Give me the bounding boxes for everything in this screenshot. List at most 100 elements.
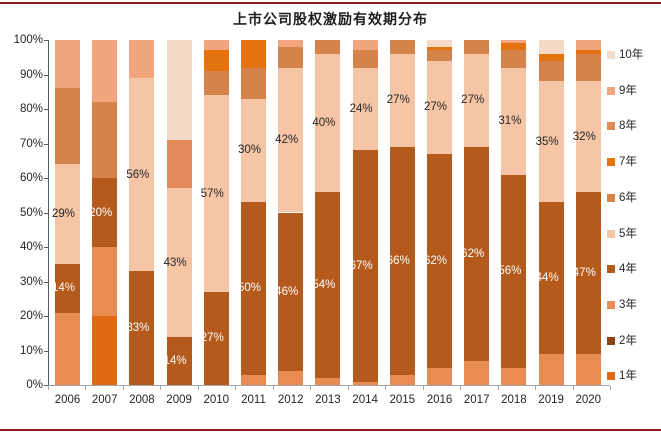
- y-axis-tick: [44, 109, 48, 110]
- segment-2010-5年: [203, 95, 229, 292]
- bar-label-2007-4年: 20%: [89, 206, 113, 219]
- legend-swatch-8年: [607, 122, 615, 131]
- x-axis-category-label: 2017: [463, 394, 490, 406]
- segment-2016-5年: [427, 60, 452, 154]
- y-axis-tick: [44, 247, 48, 248]
- segment-2018-9年: [501, 40, 527, 44]
- x-axis-category-label: 2007: [91, 394, 118, 406]
- segment-2018-4年: [501, 174, 527, 368]
- bar-label-2015-5年: 27%: [386, 94, 410, 107]
- bar-label-2017-5年: 27%: [461, 94, 485, 107]
- segment-2015-3年: [389, 374, 415, 385]
- segment-2009-4年: [166, 336, 192, 385]
- legend-label-8年: 8年: [619, 120, 637, 133]
- y-axis-tick: [44, 74, 48, 76]
- segment-2010-9年: [203, 40, 229, 51]
- y-axis-tick: [44, 40, 48, 41]
- bar-label-2012-4年: 46%: [275, 285, 299, 298]
- x-axis-category-label: 2009: [166, 394, 192, 406]
- segment-2018-5年: [501, 67, 527, 175]
- x-axis-tick: [460, 386, 462, 390]
- legend-label-10年: 10年: [619, 49, 644, 61]
- y-axis-tick-label: 40%: [19, 241, 43, 253]
- segment-2017-5年: [464, 53, 490, 147]
- y-axis-tick-label: 20%: [19, 310, 43, 322]
- segment-2016-6年: [427, 50, 452, 61]
- segment-2020-3年: [575, 353, 601, 385]
- y-axis-line: [48, 40, 49, 386]
- bar-label-2019-5年: 35%: [535, 135, 559, 148]
- segment-2017-6年: [464, 40, 490, 54]
- x-axis-tick: [347, 386, 349, 390]
- segment-2017-3年: [464, 360, 490, 385]
- legend-swatch-1年: [607, 372, 615, 381]
- legend-swatch-6年: [607, 193, 615, 202]
- y-axis-tick-label: 60%: [19, 172, 43, 184]
- segment-2014-3年: [352, 381, 378, 385]
- segment-2009-10年: [166, 40, 192, 141]
- segment-2012-4年: [278, 212, 304, 372]
- bar-label-2008-4年: 33%: [126, 322, 150, 335]
- bar-label-2016-4年: 62%: [423, 254, 448, 267]
- y-axis-tick-label: 80%: [19, 103, 43, 115]
- x-axis-tick: [235, 386, 237, 390]
- x-axis-category-label: 2020: [575, 394, 602, 406]
- y-axis-tick: [44, 143, 48, 145]
- segment-2020-9年: [575, 40, 601, 51]
- segment-2011-4年: [241, 202, 266, 375]
- segment-2007-6年: [92, 102, 118, 178]
- legend-swatch-4年: [607, 265, 615, 274]
- y-axis-tick-label: 50%: [19, 206, 43, 219]
- segment-2019-3年: [538, 353, 564, 385]
- bar-label-2014-5年: 24%: [349, 103, 373, 115]
- x-axis-category-label: 2018: [501, 394, 527, 406]
- bar-label-2011-4年: 50%: [237, 282, 262, 295]
- x-axis-tick: [48, 386, 49, 390]
- top-rule: [0, 2, 661, 4]
- segment-2009-5年: [166, 188, 192, 337]
- bar-label-2016-5年: 27%: [423, 101, 448, 114]
- segment-2019-7年: [538, 53, 564, 61]
- bar-label-2009-5年: 43%: [163, 256, 187, 269]
- segment-2015-4年: [389, 146, 415, 375]
- segment-2018-6年: [501, 50, 527, 68]
- legend-swatch-2年: [607, 336, 615, 345]
- segment-2006-5年: [55, 164, 80, 265]
- segment-2007-1年: [92, 316, 118, 385]
- legend-label-2年: 2年: [619, 334, 637, 347]
- segment-2013-6年: [315, 40, 341, 54]
- bar-label-2006-4年: 14%: [51, 282, 76, 295]
- segment-2019-4年: [538, 202, 564, 354]
- legend-label-3年: 3年: [619, 298, 637, 311]
- segment-2019-6年: [538, 60, 564, 82]
- x-axis-tick: [122, 386, 124, 390]
- x-axis-category-label: 2019: [538, 394, 564, 406]
- y-axis-tick: [44, 385, 48, 386]
- segment-2016-10年: [427, 40, 452, 47]
- segment-2017-4年: [464, 146, 490, 361]
- legend-swatch-10年: [607, 51, 615, 59]
- segment-2011-7年: [241, 40, 266, 68]
- x-axis-tick: [272, 386, 274, 390]
- legend-label-5年: 5年: [619, 227, 637, 240]
- x-axis-category-label: 2013: [315, 394, 341, 406]
- x-axis-category-label: 2014: [352, 394, 378, 406]
- x-axis-category-label: 2012: [277, 394, 304, 406]
- segment-2020-7年: [575, 50, 601, 54]
- segment-2015-5年: [389, 53, 415, 147]
- x-axis-category-label: 2008: [129, 394, 155, 406]
- y-axis-tick-label: 70%: [19, 137, 43, 150]
- x-axis-tick: [310, 386, 312, 390]
- segment-2016-4年: [427, 153, 452, 368]
- x-axis-tick: [422, 386, 424, 390]
- segment-2012-3年: [278, 371, 304, 385]
- segment-2008-4年: [129, 271, 155, 385]
- y-axis-tick-label: 0%: [26, 379, 43, 391]
- segment-2010-6年: [203, 71, 229, 96]
- segment-2011-3年: [241, 374, 266, 385]
- legend-label-7年: 7年: [619, 156, 637, 169]
- segment-2007-9年: [92, 40, 118, 103]
- segment-2007-3年: [92, 247, 118, 316]
- y-axis-tick-label: 30%: [19, 275, 43, 288]
